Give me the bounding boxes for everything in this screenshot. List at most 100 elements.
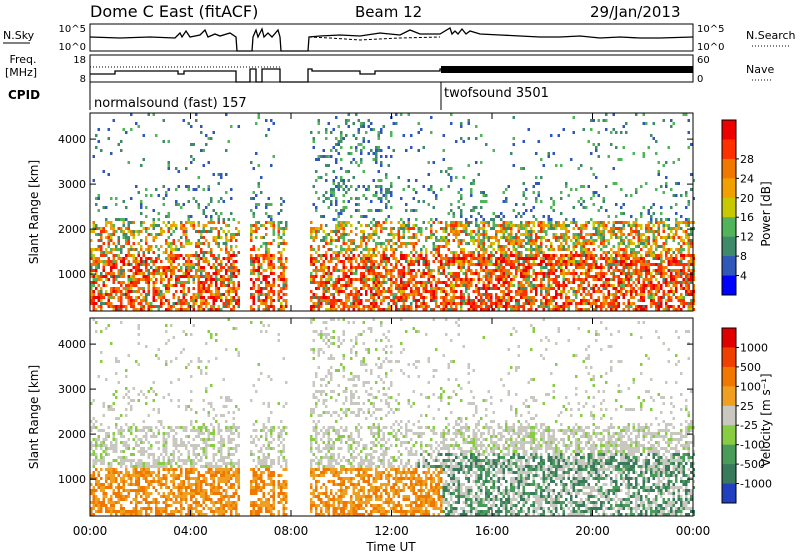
heatmap-cell (600, 269, 603, 272)
heatmap-cell (332, 299, 335, 302)
heatmap-cell (100, 251, 103, 254)
heatmap-cell (212, 296, 215, 299)
heatmap-cell (607, 278, 610, 281)
heatmap-cell (627, 281, 630, 284)
heatmap-cell (125, 257, 128, 260)
heatmap-cell (200, 269, 203, 272)
heatmap-cell (220, 296, 223, 299)
heatmap-cell (147, 245, 150, 248)
heatmap-cell (662, 227, 665, 230)
heatmap-cell (595, 305, 598, 308)
heatmap-cell (542, 275, 545, 278)
heatmap-cell (282, 308, 285, 311)
heatmap-cell (435, 218, 438, 221)
heatmap-cell (277, 251, 280, 254)
heatmap-cell (270, 305, 273, 308)
heatmap-cell (172, 224, 175, 227)
heatmap-cell (662, 191, 665, 194)
heatmap-cell (145, 248, 148, 251)
heatmap-cell (445, 257, 448, 260)
heatmap-cell (630, 248, 633, 251)
heatmap-cell (147, 290, 150, 293)
heatmap-cell (675, 272, 678, 275)
heatmap-cell (425, 308, 428, 311)
heatmap-cell (112, 281, 115, 284)
heatmap-cell (90, 275, 93, 278)
heatmap-cell (332, 230, 335, 233)
heatmap-cell (622, 239, 625, 242)
heatmap-cell (272, 272, 275, 275)
heatmap-cell (257, 272, 260, 275)
heatmap-cell (282, 263, 285, 266)
heatmap-cell (377, 275, 380, 278)
heatmap-cell (317, 308, 320, 311)
heatmap-cell (370, 272, 373, 275)
heatmap-cell (465, 224, 468, 227)
heatmap-cell (522, 239, 525, 242)
heatmap-cell (652, 263, 655, 266)
heatmap-cell (640, 185, 643, 188)
heatmap-cell (257, 269, 260, 272)
heatmap-cell (650, 221, 653, 224)
heatmap-cell (345, 293, 348, 296)
heatmap-cell (147, 287, 150, 290)
heatmap-cell (585, 275, 588, 278)
heatmap-cell (260, 299, 263, 302)
heatmap-cell (665, 185, 668, 188)
heatmap-cell (125, 233, 128, 236)
heatmap-cell (345, 272, 348, 275)
heatmap-cell (407, 296, 410, 299)
heatmap-cell (180, 275, 183, 278)
heatmap-cell (665, 254, 668, 257)
heatmap-cell (367, 287, 370, 290)
heatmap-cell (485, 296, 488, 299)
heatmap-cell (202, 149, 205, 152)
heatmap-cell (537, 194, 540, 197)
heatmap-cell (197, 290, 200, 293)
heatmap-cell (687, 251, 690, 254)
heatmap-cell (640, 257, 643, 260)
heatmap-cell (647, 242, 650, 245)
heatmap-cell (367, 308, 370, 311)
heatmap-cell (340, 299, 343, 302)
heatmap-cell (520, 269, 523, 272)
heatmap-cell (112, 224, 115, 227)
heatmap-cell (667, 248, 670, 251)
heatmap-cell (335, 266, 338, 269)
heatmap-cell (127, 302, 130, 305)
heatmap-cell (222, 305, 225, 308)
heatmap-cell (125, 290, 128, 293)
heatmap-cell (547, 293, 550, 296)
heatmap-cell (257, 299, 260, 302)
heatmap-cell (460, 215, 463, 218)
heatmap-cell (505, 200, 508, 203)
heatmap-cell (612, 308, 615, 311)
heatmap-cell (317, 155, 320, 158)
heatmap-cell (410, 293, 413, 296)
heatmap-cell (562, 245, 565, 248)
heatmap-cell (477, 239, 480, 242)
heatmap-cell (612, 233, 615, 236)
heatmap-cell (530, 233, 533, 236)
heatmap-cell (520, 263, 523, 266)
heatmap-cell (475, 218, 478, 221)
heatmap-cell (627, 299, 630, 302)
heatmap-cell (95, 287, 98, 290)
heatmap-cell (547, 269, 550, 272)
heatmap-cell (230, 266, 233, 269)
heatmap-cell (647, 266, 650, 269)
heatmap-cell (147, 113, 150, 116)
heatmap-cell (560, 305, 563, 308)
heatmap-cell (642, 245, 645, 248)
heatmap-cell (485, 236, 488, 239)
heatmap-cell (237, 281, 240, 284)
heatmap-cell (600, 233, 603, 236)
heatmap-cell (580, 284, 583, 287)
heatmap-cell (590, 293, 593, 296)
heatmap-cell (127, 290, 130, 293)
heatmap-cell (510, 278, 513, 281)
heatmap-cell (327, 299, 330, 302)
heatmap-cell (112, 233, 115, 236)
heatmap-cell (317, 176, 320, 179)
heatmap-cell (205, 287, 208, 290)
